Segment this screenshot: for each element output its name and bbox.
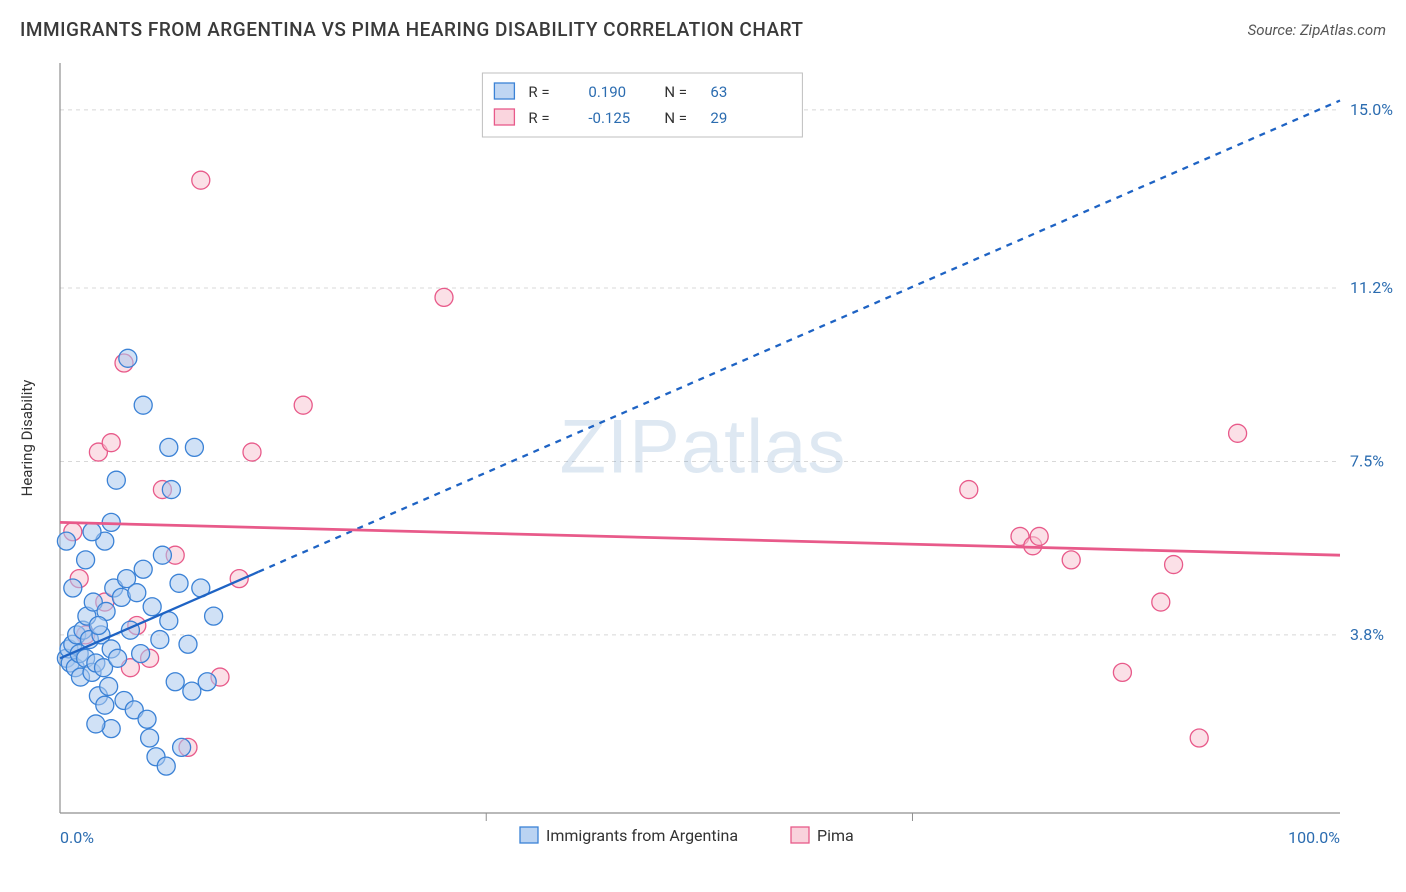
scatter-point [153, 546, 171, 564]
scatter-point [77, 551, 95, 569]
x-tick-label: 0.0% [60, 828, 94, 847]
source-label: Source: ZipAtlas.com [1248, 21, 1386, 39]
scatter-point [89, 617, 107, 635]
legend-R-label: R = [528, 83, 549, 101]
scatter-point [243, 443, 261, 461]
scatter-point [294, 396, 312, 414]
scatter-point [435, 288, 453, 306]
scatter-point [170, 574, 188, 592]
scatter-point [102, 434, 120, 452]
trend-line [60, 522, 1340, 555]
legend-N-value: 29 [710, 109, 727, 127]
legend-R-value: 0.190 [588, 83, 626, 101]
chart-area: 3.8% 7.5% 11.2% 15.0% 0.0% 100.0% Hearing Disa… [10, 53, 1396, 873]
scatter-point [960, 481, 978, 499]
legend-label: Pima [817, 826, 854, 845]
y-tick-label: 7.5% [1350, 451, 1384, 470]
legend-N-value: 63 [710, 83, 727, 101]
scatter-point [1113, 663, 1131, 681]
legend-box: R = 0.190 N = 63 R = -0.125 N = 29 [482, 73, 802, 137]
scatter-point [138, 710, 156, 728]
legend-swatch [791, 827, 809, 843]
y-axis-label: Hearing Disability [18, 380, 36, 497]
bottom-legend: Immigrants from Argentina Pima [520, 826, 854, 845]
y-tick-label: 3.8% [1350, 625, 1384, 644]
scatter-point [1165, 556, 1183, 574]
scatter-point [119, 349, 137, 367]
legend-swatch [494, 109, 514, 125]
scatter-point [173, 738, 191, 756]
scatter-point [143, 598, 161, 616]
legend-swatch [520, 827, 538, 843]
scatter-point [107, 471, 125, 489]
scatter-chart: 3.8% 7.5% 11.2% 15.0% 0.0% 100.0% Hearing Disa… [10, 53, 1396, 873]
legend-N-label: N = [664, 109, 687, 127]
scatter-point [162, 481, 180, 499]
scatter-point [157, 757, 175, 775]
scatter-point [1062, 551, 1080, 569]
scatter-point [134, 396, 152, 414]
scatter-point [100, 677, 118, 695]
scatter-point [160, 438, 178, 456]
scatter-point [1152, 593, 1170, 611]
scatter-point [1030, 527, 1048, 545]
scatter-point [185, 438, 203, 456]
scatter-point [96, 696, 114, 714]
scatter-point [192, 171, 210, 189]
legend-R-label: R = [528, 109, 549, 127]
scatter-point [205, 607, 223, 625]
scatter-point [109, 649, 127, 667]
scatter-point [57, 532, 75, 550]
scatter-point [128, 584, 146, 602]
legend-swatch [494, 83, 514, 99]
chart-title: IMMIGRANTS FROM ARGENTINA VS PIMA HEARIN… [20, 18, 803, 41]
scatter-point [83, 523, 101, 541]
y-tick-label: 11.2% [1350, 278, 1393, 297]
scatter-point [134, 560, 152, 578]
scatter-point [87, 715, 105, 733]
scatter-point [132, 645, 150, 663]
scatter-point [141, 729, 159, 747]
scatter-point [64, 579, 82, 597]
legend-R-value: -0.125 [588, 109, 630, 127]
scatter-point [198, 673, 216, 691]
x-tick-label: 100.0% [1288, 828, 1340, 847]
scatter-point [1190, 729, 1208, 747]
scatter-point [1229, 424, 1247, 442]
y-tick-label: 15.0% [1350, 100, 1393, 119]
legend-label: Immigrants from Argentina [546, 826, 738, 845]
scatter-point [166, 673, 184, 691]
legend-N-label: N = [664, 83, 687, 101]
scatter-point [151, 631, 169, 649]
scatter-point [179, 635, 197, 653]
trend-line-dashed [258, 101, 1340, 572]
